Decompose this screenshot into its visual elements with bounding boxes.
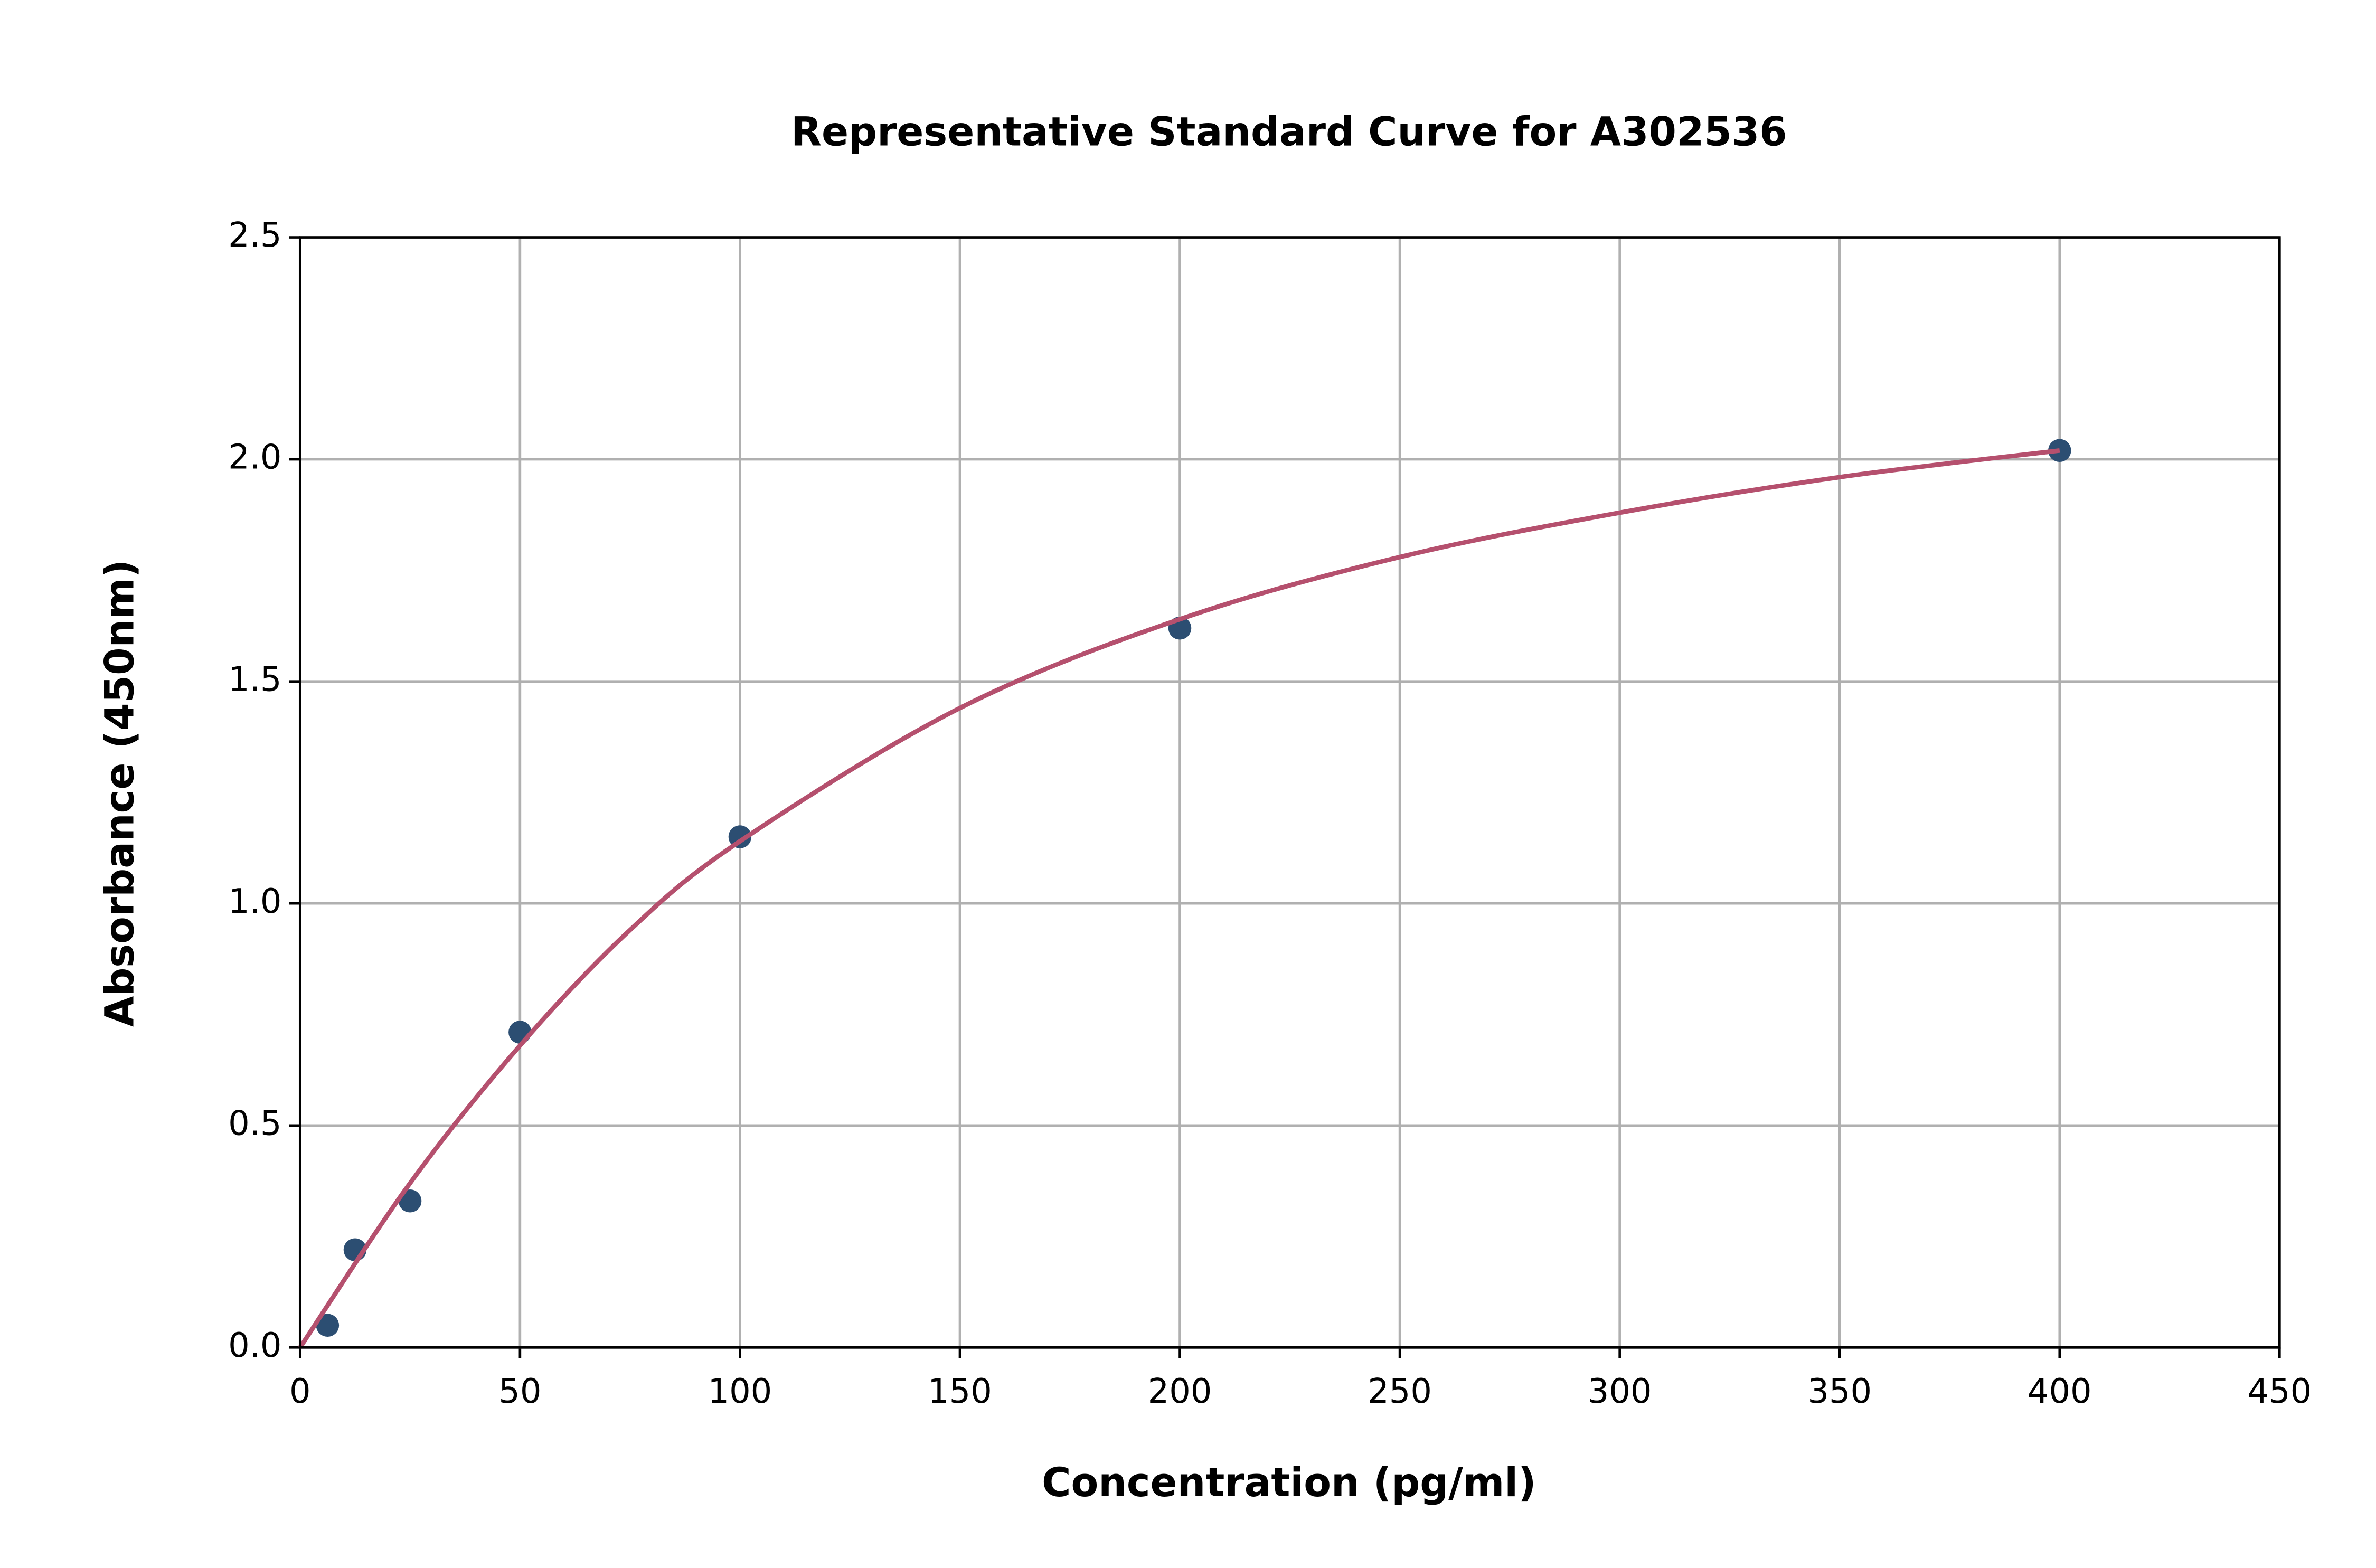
y-axis-label: Absorbance (450nm): [96, 560, 143, 1027]
data-point: [398, 1189, 422, 1213]
y-tick-label: 2.0: [228, 438, 281, 477]
x-tick-label: 400: [2028, 1372, 2092, 1411]
y-tick-label: 2.5: [228, 216, 281, 255]
x-tick-label: 300: [1588, 1372, 1652, 1411]
x-axis-label: Concentration (pg/ml): [1042, 1459, 1536, 1506]
data-point: [316, 1314, 340, 1337]
x-tick-label: 450: [2247, 1372, 2312, 1411]
y-tick-label: 1.5: [228, 660, 281, 699]
x-tick-label: 50: [498, 1372, 541, 1411]
x-tick-label: 250: [1368, 1372, 1432, 1411]
x-tick-label: 0: [289, 1372, 311, 1411]
y-tick-label: 1.0: [228, 882, 281, 921]
x-tick-label: 350: [1807, 1372, 1872, 1411]
y-tick-label: 0.0: [228, 1326, 281, 1365]
data-point: [508, 1021, 532, 1044]
plot-frame: [298, 236, 2281, 1349]
x-tick-label: 100: [708, 1372, 772, 1411]
fit-curve: [298, 448, 2060, 1349]
x-tick-label: 200: [1148, 1372, 1212, 1411]
y-tick-label: 0.5: [228, 1104, 281, 1143]
chart-title: Representative Standard Curve for A30253…: [791, 109, 1787, 155]
x-tick-label: 150: [928, 1372, 992, 1411]
